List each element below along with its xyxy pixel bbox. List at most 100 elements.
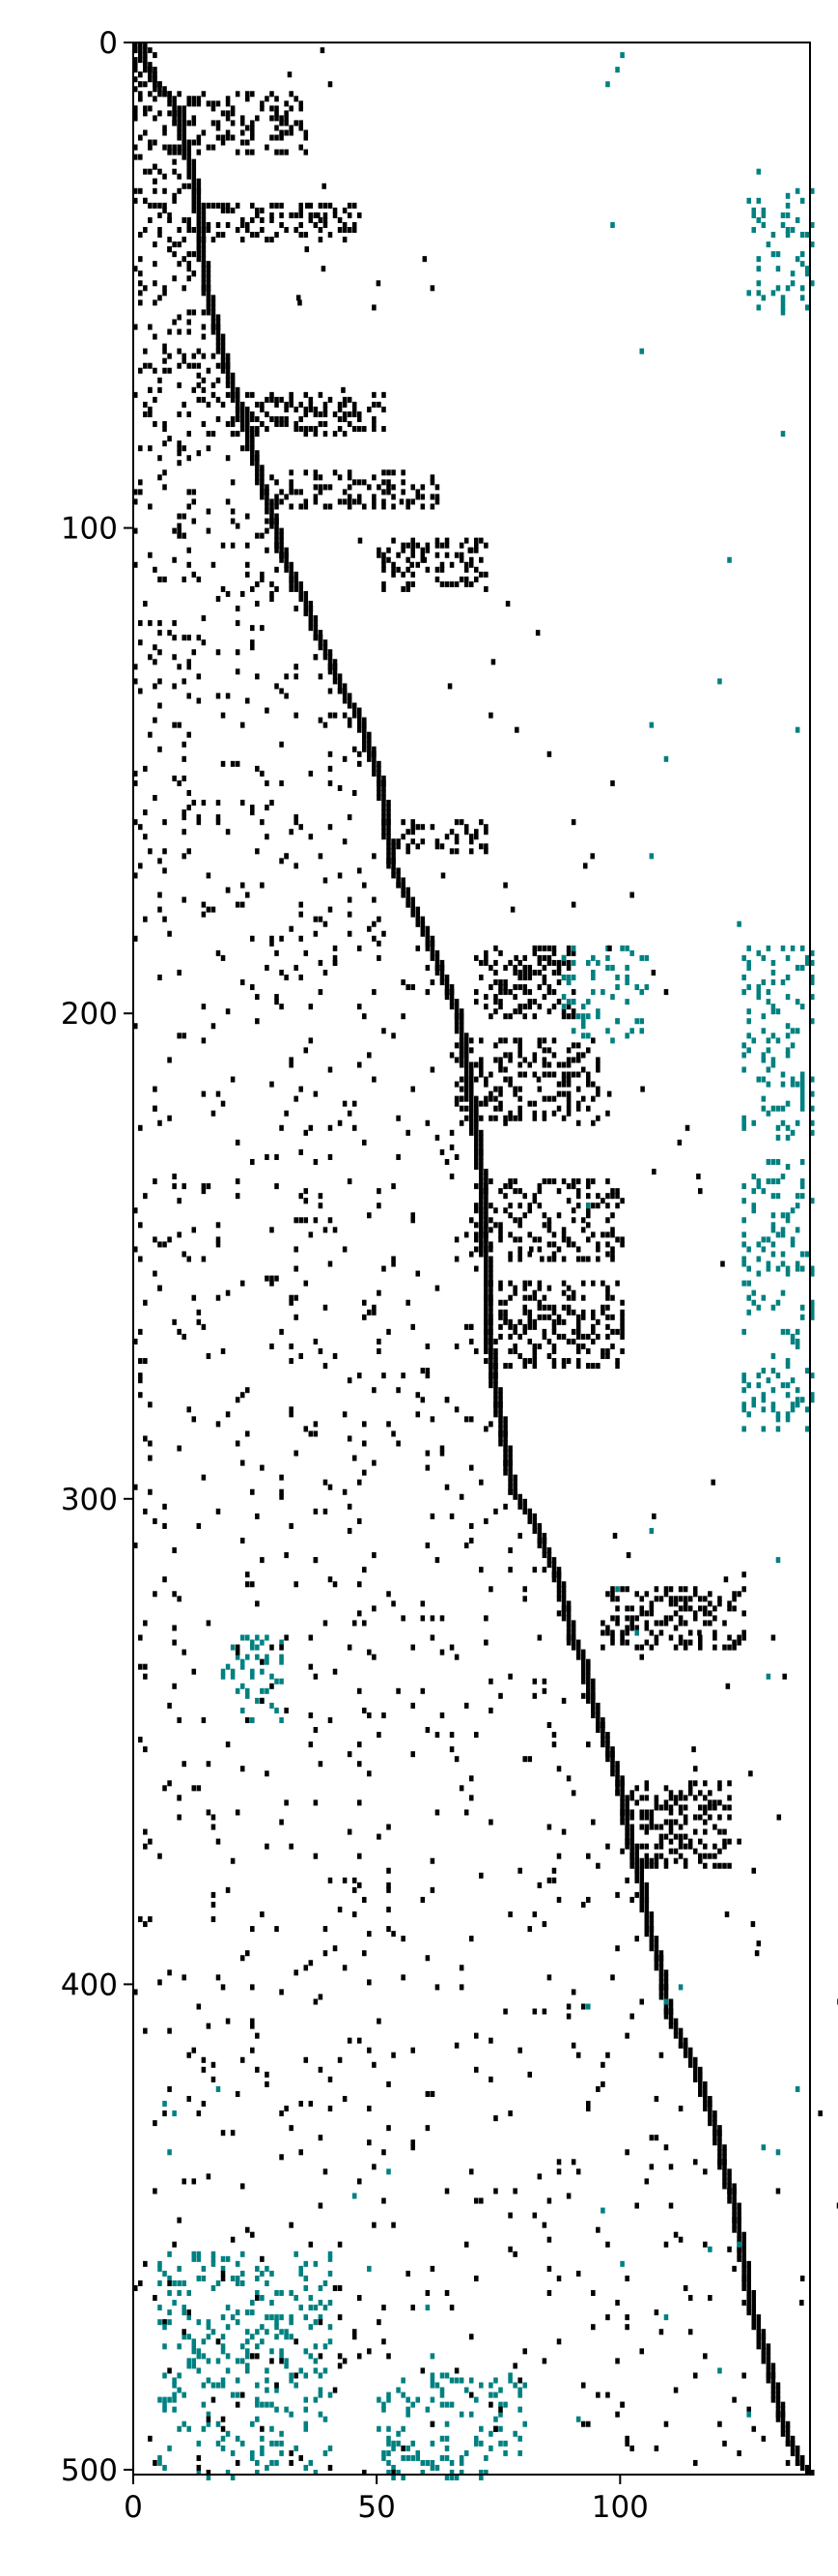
block-mark (391, 537, 396, 544)
block-mark (342, 396, 348, 403)
scatter-mark (430, 1066, 435, 1073)
scatter-mark (347, 2037, 352, 2044)
block-mark (313, 498, 319, 505)
diagonal-mark (489, 1368, 493, 1374)
diagonal-mark (367, 736, 372, 743)
block-mark (639, 1610, 645, 1617)
block-mark (322, 410, 328, 418)
diagonal-mark (337, 673, 343, 680)
diagonal-mark (391, 853, 396, 860)
scatter-mark (396, 1440, 401, 1447)
diagonal-mark (201, 285, 207, 292)
diagonal-mark (770, 2372, 776, 2379)
diagonal-mark (498, 1411, 503, 1418)
diagonal-mark (493, 1358, 498, 1365)
block-mark (785, 994, 791, 1001)
block-mark (255, 1697, 260, 1704)
scatter-mark (711, 1479, 715, 1486)
scatter-mark (215, 2338, 221, 2345)
block-mark (454, 819, 460, 826)
scatter-mark (401, 1013, 405, 1020)
block-mark (474, 2435, 479, 2442)
block-mark (756, 1373, 762, 1379)
block-mark (644, 1824, 650, 1830)
diagonal-mark (308, 606, 314, 612)
diagonal-mark (362, 726, 367, 733)
block-mark (712, 1605, 717, 1612)
diagonal-mark (532, 1513, 538, 1519)
block-mark (513, 964, 517, 971)
block-mark (468, 2377, 474, 2384)
block-mark (220, 1668, 226, 1675)
block-mark (377, 2425, 381, 2432)
block-mark (439, 2435, 445, 2442)
scatter-mark (172, 1547, 177, 1554)
diagonal-mark (625, 1804, 629, 1811)
block-mark (235, 406, 240, 412)
block-mark (250, 410, 255, 418)
block-mark (596, 1333, 601, 1340)
diagonal-mark (692, 2071, 698, 2078)
block-mark (586, 1256, 591, 1262)
diagonal-mark (201, 290, 207, 297)
block-mark (634, 1785, 639, 1792)
scatter-mark (351, 2334, 357, 2340)
block-mark (196, 2348, 202, 2355)
diagonal-mark (649, 1936, 655, 1942)
block-mark (386, 2396, 391, 2403)
diagonal-mark (201, 270, 207, 277)
scatter-mark (692, 2372, 698, 2379)
block-mark (596, 1363, 601, 1370)
block-mark (575, 1323, 581, 1330)
block-mark (605, 1304, 610, 1311)
scatter-mark (172, 192, 177, 199)
block-mark (683, 1795, 688, 1801)
scatter-mark (177, 1198, 182, 1204)
block-mark (289, 2377, 293, 2384)
block-mark (649, 1605, 655, 1612)
block-mark (454, 2377, 460, 2384)
block-mark (342, 410, 348, 418)
block-mark (269, 2440, 274, 2447)
scatter-mark (230, 508, 236, 515)
block-mark (746, 1411, 751, 1418)
diagonal-mark (493, 1406, 498, 1413)
block-mark (255, 1644, 260, 1651)
scatter-mark (362, 1013, 367, 1020)
block-mark (503, 1193, 508, 1200)
scatter-mark (625, 2440, 629, 2447)
block-mark (201, 202, 207, 209)
scatter-mark (430, 1886, 435, 1893)
block-mark (580, 1256, 586, 1262)
scatter-mark (279, 2110, 284, 2117)
block-mark (255, 2459, 260, 2466)
scatter-mark (244, 2226, 250, 2233)
diagonal-mark (210, 309, 216, 316)
diagonal-mark (610, 1766, 615, 1772)
scatter-mark (293, 1314, 298, 1320)
block-mark (351, 226, 357, 234)
block-mark (250, 91, 255, 98)
scatter-mark (468, 1537, 474, 1544)
scatter-mark (210, 2284, 216, 2292)
block-mark (279, 1654, 284, 1660)
block-mark (425, 542, 431, 549)
block-mark (493, 1222, 498, 1229)
diagonal-mark (356, 712, 362, 719)
scatter-mark (463, 1809, 469, 1816)
block-mark (575, 1086, 581, 1092)
diagonal-mark (235, 396, 240, 403)
diagonal-mark (479, 1139, 484, 1146)
scatter-mark (206, 872, 211, 879)
block-mark (430, 479, 435, 486)
scatter-mark (235, 760, 240, 767)
block-mark (522, 954, 527, 961)
block-mark (318, 2372, 323, 2379)
scatter-mark (298, 911, 304, 918)
diagonal-mark (727, 2168, 732, 2175)
scatter-mark (527, 1756, 533, 1763)
scatter-mark (239, 1459, 245, 1466)
block-mark (474, 1222, 479, 1229)
diagonal-mark (308, 625, 314, 632)
diagonal-mark (537, 1543, 543, 1549)
